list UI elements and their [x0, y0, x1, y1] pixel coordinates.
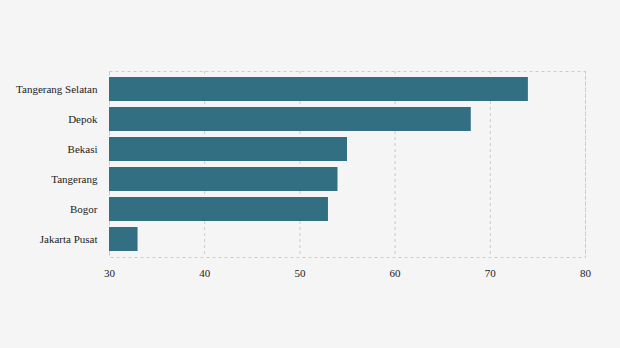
svg-text:80: 80 — [580, 267, 592, 279]
svg-text:60: 60 — [390, 267, 402, 279]
svg-text:Depok: Depok — [68, 113, 98, 125]
svg-text:30: 30 — [104, 267, 116, 279]
svg-text:50: 50 — [294, 267, 306, 279]
svg-text:Tangerang Selatan: Tangerang Selatan — [16, 83, 98, 95]
svg-text:40: 40 — [199, 267, 211, 279]
svg-text:Bogor: Bogor — [70, 203, 98, 215]
svg-text:Tangerang: Tangerang — [51, 173, 98, 185]
svg-text:70: 70 — [485, 267, 497, 279]
svg-text:Jakarta Pusat: Jakarta Pusat — [40, 233, 98, 245]
svg-text:Bekasi: Bekasi — [68, 143, 98, 155]
